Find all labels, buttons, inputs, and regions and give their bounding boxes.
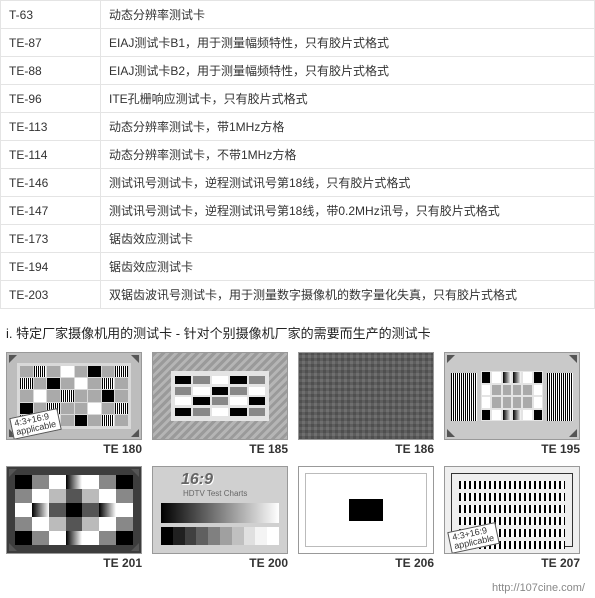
test-chart-thumb: [6, 466, 142, 554]
model-code: TE-147: [1, 197, 101, 225]
test-chart-thumb: [444, 352, 580, 440]
model-desc: 动态分辨率测试卡，带1MHz方格: [101, 113, 595, 141]
chart-card: TE 195: [444, 352, 580, 456]
test-chart-thumb: [298, 466, 434, 554]
table-row: TE-96ITE孔栅响应测试卡，只有胶片式格式: [1, 85, 595, 113]
aspect-logo: 16:9: [181, 471, 213, 489]
model-desc: EIAJ测试卡B2，用于测量幅频特性，只有胶片式格式: [101, 57, 595, 85]
chart-card: 4:3+16:9 applicableTE 180: [6, 352, 142, 456]
model-desc: ITE孔栅响应测试卡，只有胶片式格式: [101, 85, 595, 113]
model-code: TE-88: [1, 57, 101, 85]
footer-url: http://107cine.com/: [0, 576, 595, 598]
corner-marker: [569, 429, 577, 437]
test-chart-thumb: 4:3+16:9 applicable: [444, 466, 580, 554]
chart-label: TE 195: [444, 440, 580, 456]
table-row: T-63动态分辨率测试卡: [1, 1, 595, 29]
table-row: TE-146测试讯号测试卡，逆程测试讯号第18线，只有胶片式格式: [1, 169, 595, 197]
chart-label: TE 185: [152, 440, 288, 456]
chart-card: TE 185: [152, 352, 288, 456]
chart-card: TE 186: [298, 352, 434, 456]
table-row: TE-203双锯齿波讯号测试卡，用于测量数字摄像机的数字量化失真，只有胶片式格式: [1, 281, 595, 309]
chart-label: TE 180: [6, 440, 142, 456]
model-desc: 动态分辨率测试卡: [101, 1, 595, 29]
model-code: TE-114: [1, 141, 101, 169]
model-code: TE-203: [1, 281, 101, 309]
model-code: TE-96: [1, 85, 101, 113]
model-code: TE-87: [1, 29, 101, 57]
section-heading: i. 特定厂家摄像机用的测试卡 - 针对个别摄像机厂家的需要而生产的测试卡: [0, 309, 595, 352]
corner-marker: [447, 355, 455, 363]
table-row: TE-194锯齿效应测试卡: [1, 253, 595, 281]
spec-table: T-63动态分辨率测试卡TE-87EIAJ测试卡B1，用于测量幅频特性，只有胶片…: [0, 0, 595, 309]
corner-marker: [9, 355, 17, 363]
chart-card: TE 201: [6, 466, 142, 570]
table-row: TE-173锯齿效应测试卡: [1, 225, 595, 253]
thumbnail-grid: 4:3+16:9 applicableTE 180TE 185TE 186TE …: [0, 352, 595, 576]
model-desc: 测试讯号测试卡，逆程测试讯号第18线，带0.2MHz讯号，只有胶片式格式: [101, 197, 595, 225]
model-code: TE-194: [1, 253, 101, 281]
table-row: TE-113动态分辨率测试卡，带1MHz方格: [1, 113, 595, 141]
chart-subtitle: HDTV Test Charts: [183, 489, 247, 498]
model-desc: 双锯齿波讯号测试卡，用于测量数字摄像机的数字量化失真，只有胶片式格式: [101, 281, 595, 309]
model-code: TE-146: [1, 169, 101, 197]
test-chart-thumb: 4:3+16:9 applicable: [6, 352, 142, 440]
table-row: TE-147测试讯号测试卡，逆程测试讯号第18线，带0.2MHz讯号，只有胶片式…: [1, 197, 595, 225]
test-chart-thumb: [298, 352, 434, 440]
model-desc: 测试讯号测试卡，逆程测试讯号第18线，只有胶片式格式: [101, 169, 595, 197]
model-desc: 动态分辨率测试卡，不带1MHz方格: [101, 141, 595, 169]
table-row: TE-87EIAJ测试卡B1，用于测量幅频特性，只有胶片式格式: [1, 29, 595, 57]
corner-marker: [131, 429, 139, 437]
chart-label: TE 201: [6, 554, 142, 570]
spec-table-body: T-63动态分辨率测试卡TE-87EIAJ测试卡B1，用于测量幅频特性，只有胶片…: [1, 1, 595, 309]
model-desc: EIAJ测试卡B1，用于测量幅频特性，只有胶片式格式: [101, 29, 595, 57]
corner-marker: [569, 355, 577, 363]
model-code: TE-113: [1, 113, 101, 141]
table-row: TE-88EIAJ测试卡B2，用于测量幅频特性，只有胶片式格式: [1, 57, 595, 85]
chart-label: TE 207: [444, 554, 580, 570]
test-chart-thumb: 16:9HDTV Test Charts: [152, 466, 288, 554]
chart-card: 16:9HDTV Test ChartsTE 200: [152, 466, 288, 570]
model-code: T-63: [1, 1, 101, 29]
chart-label: TE 200: [152, 554, 288, 570]
chart-card: 4:3+16:9 applicableTE 207: [444, 466, 580, 570]
table-row: TE-114动态分辨率测试卡，不带1MHz方格: [1, 141, 595, 169]
corner-marker: [447, 429, 455, 437]
chart-card: TE 206: [298, 466, 434, 570]
model-code: TE-173: [1, 225, 101, 253]
chart-label: TE 206: [298, 554, 434, 570]
model-desc: 锯齿效应测试卡: [101, 253, 595, 281]
corner-marker: [131, 355, 139, 363]
chart-label: TE 186: [298, 440, 434, 456]
model-desc: 锯齿效应测试卡: [101, 225, 595, 253]
test-chart-thumb: [152, 352, 288, 440]
